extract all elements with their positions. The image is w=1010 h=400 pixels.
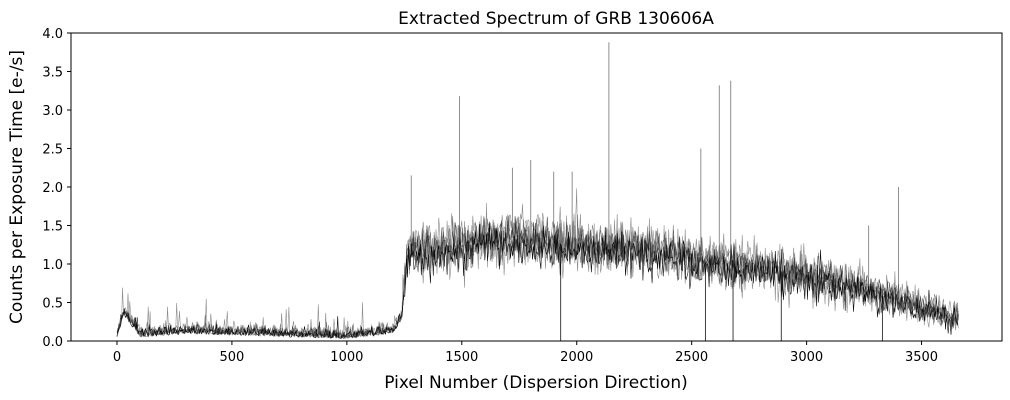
y-tick-label: 3.0: [42, 104, 63, 119]
y-tick-label: 0.5: [42, 297, 63, 312]
chart-title: Extracted Spectrum of GRB 130606A: [398, 9, 714, 29]
y-tick-label: 4.0: [42, 27, 63, 42]
y-tick-label: 0.0: [42, 335, 63, 350]
y-tick-label: 3.5: [42, 66, 63, 81]
y-tick-label: 1.5: [42, 220, 63, 235]
y-tick-label: 2.5: [42, 143, 63, 158]
x-axis-label: Pixel Number (Dispersion Direction): [384, 373, 688, 393]
x-tick-label: 2500: [675, 350, 708, 365]
spectrum-trace: [116, 215, 959, 339]
x-tick-label: 1500: [445, 350, 478, 365]
x-tick-label: 0: [113, 350, 121, 365]
spectrum-trace: [116, 215, 959, 339]
x-tick-label: 3000: [790, 350, 823, 365]
x-tick-label: 500: [219, 350, 244, 365]
x-tick-label: 2000: [560, 350, 593, 365]
spectrum-trace: [116, 221, 959, 339]
x-axis-ticks: 0 500 1000 1500 2000 2500 3000 3500: [113, 341, 938, 365]
x-tick-label: 3500: [905, 350, 938, 365]
spectrum-trace: [116, 216, 959, 340]
spectrum-trace: [116, 214, 959, 339]
spectrum-trace: [116, 188, 959, 339]
spectrum-series-group: [116, 42, 959, 341]
y-axis-ticks: 0.0 0.5 1.0 1.5 2.0 2.5 3.0 3.5 4.0: [42, 27, 71, 350]
x-tick-label: 1000: [330, 350, 363, 365]
y-tick-label: 2.0: [42, 181, 63, 196]
spectrum-trace: [116, 206, 959, 339]
y-tick-label: 1.0: [42, 258, 63, 273]
y-axis-label: Counts per Exposure Time [e-/s]: [7, 50, 27, 324]
